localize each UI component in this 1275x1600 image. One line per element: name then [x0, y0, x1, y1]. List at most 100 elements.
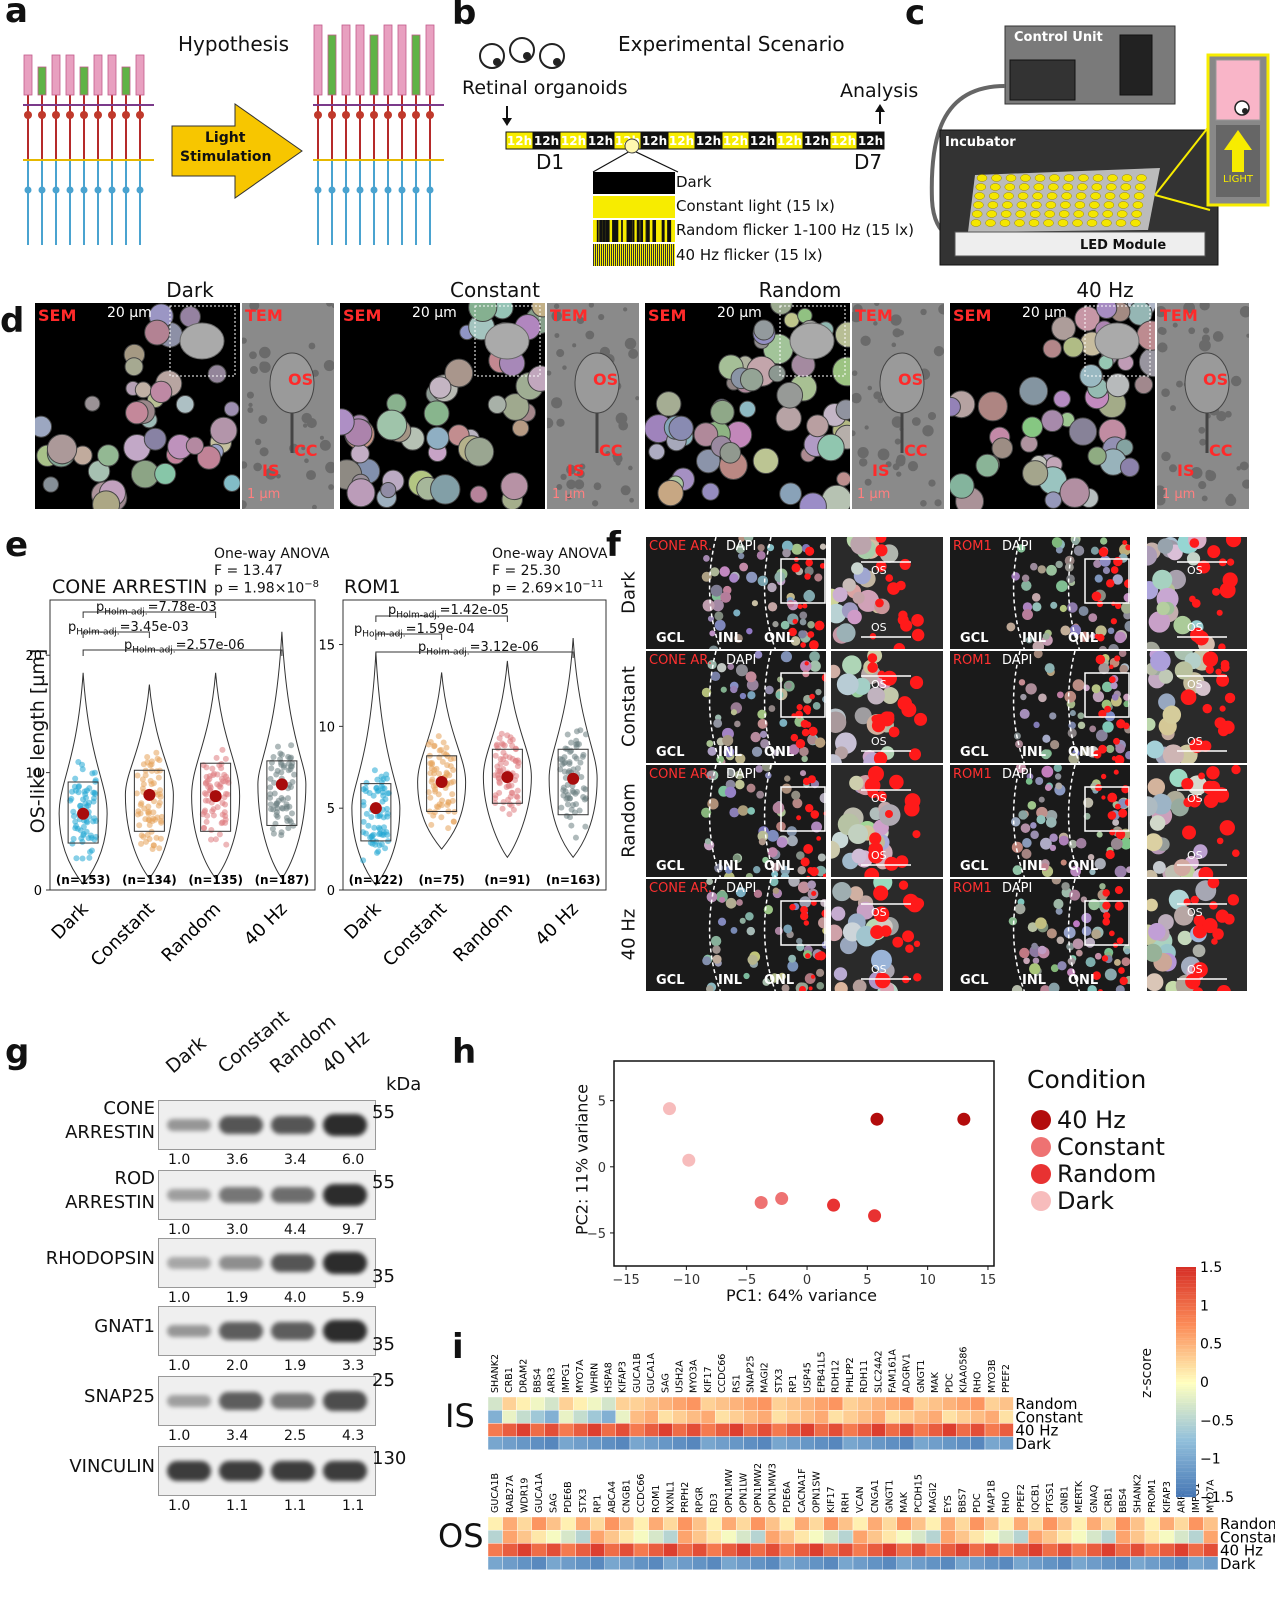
blot-val-2-2: 4.0 [284, 1290, 307, 1306]
e-left-comp-3: pHolm-adj.=2.57e-06 [124, 638, 245, 656]
pca-plot: −15 −10 −5 0 5 10 15 −5 0 5 40 HzConstantRandomDar… [587, 1060, 1165, 1288]
timeline-label: 12h [588, 134, 613, 148]
kda-label: kDa [386, 1074, 422, 1095]
gene-label: CACNA1F [797, 1468, 808, 1513]
f-inl-0-0: INL [718, 631, 743, 646]
f-inl-1-1: INL [1022, 745, 1047, 760]
pca-legend-swatch [1031, 1110, 1051, 1130]
cbar-tick: 0 [1200, 1375, 1209, 1391]
tem-label-2: TEM [855, 306, 893, 325]
panel-h: −15 −10 −5 0 5 10 15 −5 0 5 40 Hz Constant Random Dar… [560, 1050, 1275, 1320]
pca-xtick: −5 [737, 1273, 756, 1288]
f-onl-0-0: ONL [764, 631, 795, 646]
blot-val-0-3: 6.0 [342, 1152, 365, 1168]
pca-ytick: −5 [587, 1227, 606, 1242]
gene-label: MYO7A [1206, 1479, 1217, 1513]
f-gcl-1-2: GCL [960, 859, 989, 874]
timeline-label: 12h [858, 134, 883, 148]
f-os-b-1-0: OS [1187, 621, 1203, 634]
blot-band [219, 1322, 263, 1340]
f-os-b-0-1: OS [871, 735, 887, 748]
e-left-title: CONE ARRESTIN [52, 576, 208, 598]
n-label: (n=153) [56, 873, 111, 887]
pca-legend-swatch [1031, 1137, 1051, 1157]
gene-label: GUCA1B [490, 1473, 501, 1513]
sem-scale-0: 20 µm [107, 305, 152, 321]
blot-0 [158, 1100, 376, 1150]
f-zoom-0-0: OS OS [831, 537, 943, 649]
n-label: (n=91) [484, 873, 530, 887]
timeline-label: 12h [561, 134, 586, 148]
blot-2 [158, 1238, 376, 1288]
arrow-text-light: Light [205, 130, 246, 146]
f-inl-0-1: INL [718, 745, 743, 760]
f-onl-1-0: ONL [1068, 631, 1099, 646]
cbar-tick: −1 [1200, 1452, 1221, 1468]
panel-label-i: i [452, 1327, 464, 1367]
f-onl-0-1: ONL [764, 745, 795, 760]
gene-label: RDH11 [859, 1360, 870, 1393]
e-left-comp-2: pHolm-adj.=3.45e-03 [68, 620, 189, 638]
cbar-tick: −0.5 [1200, 1413, 1234, 1429]
analysis-label: Analysis [840, 80, 919, 102]
pca-ylabel: PC2: 11% variance [572, 1084, 592, 1236]
f-zoom-1-2: OS OS [1147, 765, 1247, 877]
gene-label: GUCA1A [646, 1353, 657, 1393]
heatmap-row-label: Dark [1015, 1435, 1051, 1453]
blot-val-5-2: 1.1 [284, 1498, 307, 1514]
blot-val-2-3: 5.9 [342, 1290, 365, 1306]
sem-image-1: SEM 20 µm [340, 303, 545, 509]
e-ytick: 20 [25, 649, 42, 664]
f-zoom-1-3: OS OS [1147, 879, 1247, 991]
f-os-b-1-2: OS [1187, 849, 1203, 862]
tem-image-1: TEM OS CC IS 1 µm [547, 303, 639, 509]
n-label: (n=135) [188, 873, 243, 887]
f-stain-0-2: CONE AR. [649, 767, 712, 782]
heatmap-is-label: IS [445, 1397, 475, 1435]
blot-val-4-1: 3.4 [226, 1428, 249, 1444]
timeline-label: 12h [642, 134, 667, 148]
f-inl-1-3: INL [1022, 973, 1047, 988]
blot-5 [158, 1446, 376, 1496]
heatmap-row-label: 40 Hz [1015, 1422, 1058, 1440]
incubator-label: Incubator [945, 135, 1016, 150]
blot-val-1-3: 9.7 [342, 1222, 365, 1238]
gene-label: RS1 [731, 1374, 742, 1393]
tem-cc-0: CC [294, 441, 318, 460]
blot-band [323, 1184, 367, 1206]
gene-label: OPN1SW [811, 1471, 822, 1513]
tem-is-3: IS [1177, 461, 1195, 480]
f-os-a-1-0: OS [1187, 564, 1203, 577]
tem-label-0: TEM [245, 306, 283, 325]
f-image-1-1: ROM1 DAPI GCL INL ONL [950, 651, 1130, 763]
sem-image-3: SEM 20 µm [950, 303, 1155, 509]
gene-label: BBS7 [957, 1488, 968, 1513]
retina-illustration [23, 24, 444, 245]
gene-label: MAP1B [987, 1480, 998, 1513]
f-zoom-1-1: OS OS [1147, 651, 1247, 763]
gene-label: EYS [943, 1495, 954, 1513]
violin-1-2 [482, 660, 532, 859]
gene-label: OPN1MW2 [753, 1463, 764, 1513]
tem-image-2: TEM OS CC IS 1 µm [852, 303, 944, 509]
violin-0-1 [124, 684, 174, 880]
gene-label: SAG [660, 1373, 671, 1393]
tem-os-1: OS [593, 370, 619, 389]
gene-label: MYO3B [987, 1359, 998, 1393]
violin-1-0 [351, 652, 401, 886]
panel-i: IS OS z-score SHANK2 CRB1 DRAM2 BBS4 ARR3 IMP… [430, 1255, 1275, 1600]
blot-band [271, 1186, 315, 1204]
e-ytick: 0 [327, 884, 335, 899]
condition-title-0: Dark [166, 278, 214, 302]
e-right-title: ROM1 [344, 576, 401, 598]
blot-1 [158, 1170, 376, 1220]
blot-band [271, 1253, 315, 1273]
f-inl-1-0: INL [1022, 631, 1047, 646]
f-os-a-0-3: OS [871, 906, 887, 919]
retina-right [313, 24, 444, 245]
timeline-label: 12h [750, 134, 775, 148]
n-label: (n=187) [255, 873, 310, 887]
blot-name1-5: VINCULIN [69, 1456, 155, 1477]
gene-label: STX3 [578, 1489, 589, 1513]
e-ytick: 5 [327, 802, 335, 817]
